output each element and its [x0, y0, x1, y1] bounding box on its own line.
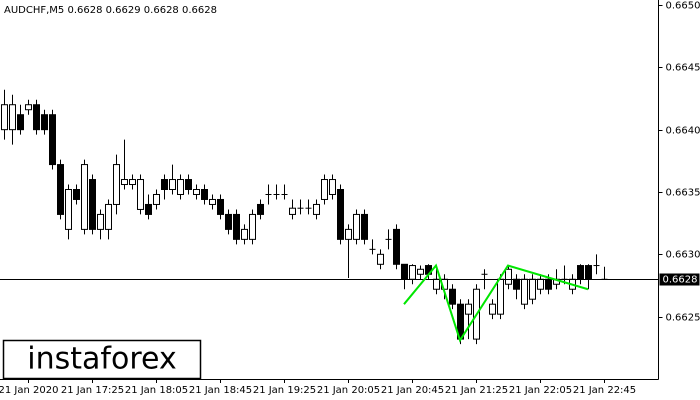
candle-body [185, 179, 192, 191]
candle-body [449, 288, 456, 305]
x-tick-label: 21 Jan 19:25 [253, 385, 316, 396]
candle-body [41, 114, 48, 131]
pattern-line [403, 263, 589, 343]
candle-body [25, 104, 32, 111]
last-price-box [659, 273, 700, 286]
candle-body [321, 179, 328, 200]
candle-body [417, 268, 424, 275]
candle-body [577, 265, 584, 280]
logo: instaforex [27, 342, 176, 377]
x-tick-label: 21 Jan 18:05 [125, 385, 188, 396]
candle-body [97, 213, 104, 230]
x-tick-label: 21 Jan 20:45 [381, 385, 444, 396]
x-tick-label: 21 Jan 22:05 [509, 385, 572, 396]
candle-body [249, 213, 256, 240]
candle-body [345, 228, 352, 240]
x-tick-label: 21 Jan 18:45 [189, 385, 252, 396]
candle-body [57, 164, 64, 215]
last-price-label: 0.6628 [663, 275, 698, 286]
candle-body [105, 203, 112, 230]
candle-body [121, 179, 128, 186]
candle-body [537, 278, 544, 290]
candle-body [137, 179, 144, 210]
y-tick-label: 0.6650 [666, 1, 700, 12]
candle-body [361, 213, 368, 240]
x-tick-label: 21 Jan 20:05 [317, 385, 380, 396]
x-tick-label: 21 Jan 22:45 [573, 385, 636, 396]
candle-body [513, 278, 520, 290]
y-tick-label: 0.6640 [666, 126, 700, 137]
candle-body [209, 198, 216, 205]
candle-body [505, 268, 512, 285]
candle-body [49, 114, 56, 166]
candle-body [233, 213, 240, 240]
chart-title: AUDCHF,M5 0.6628 0.6629 0.6628 0.6628 [4, 5, 217, 16]
candle-body [9, 104, 16, 131]
candle-body [521, 278, 528, 305]
candle-body [113, 164, 120, 205]
candle-body [433, 278, 440, 290]
candle-body [489, 303, 496, 315]
candle-body [1, 104, 8, 131]
candle-body [393, 228, 400, 265]
candle-body [201, 189, 208, 200]
y-tick-label: 0.6645 [666, 63, 700, 74]
logo-box [2, 339, 202, 380]
candle-body [585, 265, 592, 280]
candle-body [169, 179, 176, 191]
candle-body [313, 203, 320, 215]
candle-body [73, 189, 80, 200]
candle-body [257, 203, 264, 215]
candle-body [177, 179, 184, 195]
candle-body [465, 303, 472, 315]
y-tick-label: 0.6635 [666, 188, 700, 199]
candle-body [161, 179, 168, 191]
candle-body [377, 253, 384, 265]
y-tick-label: 0.6625 [666, 313, 700, 324]
candle-body [145, 203, 152, 215]
candle-body [225, 213, 232, 230]
x-tick-label: 21 Jan 21:25 [445, 385, 508, 396]
x-tick-label: 21 Jan 2020 [0, 385, 58, 396]
candle-body [337, 189, 344, 240]
candle-body [153, 193, 160, 205]
candle-body [497, 278, 504, 315]
y-tick-label: 0.6630 [666, 250, 700, 261]
candle-body [81, 164, 88, 230]
candle-body [409, 265, 416, 280]
candle-body [329, 179, 336, 195]
x-tick-label: 21 Jan 17:25 [61, 385, 124, 396]
candle-body [241, 228, 248, 240]
candle-body [193, 189, 200, 195]
candle-body [33, 104, 40, 131]
candle-body [353, 213, 360, 240]
candle-body [65, 189, 72, 230]
candle-body [545, 278, 552, 290]
candle-body [529, 278, 536, 300]
candle-body [289, 207, 296, 215]
candle-body [401, 263, 408, 280]
candle-body [129, 179, 136, 186]
candle-body [17, 114, 24, 131]
candle-body [217, 198, 224, 215]
candle-body [89, 179, 96, 230]
